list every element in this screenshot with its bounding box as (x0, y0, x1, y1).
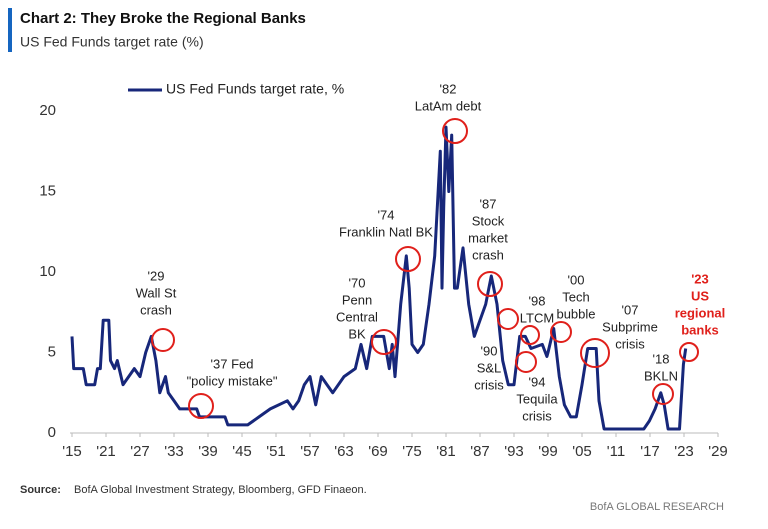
annotation-text: '90 (481, 343, 498, 358)
annotation-circle (652, 383, 674, 405)
annotation-text: crisis (615, 336, 645, 351)
x-tick-label: '17 (640, 443, 660, 460)
x-tick-label: '05 (572, 443, 592, 460)
y-tick-label: 10 (39, 263, 56, 280)
annotation-circle (679, 342, 699, 362)
y-tick-label: 20 (39, 102, 56, 119)
x-tick-label: '57 (300, 443, 320, 460)
annotation-text: '98 (529, 293, 546, 308)
source-text: BofA Global Investment Strategy, Bloombe… (74, 484, 367, 496)
chart-subtitle: US Fed Funds target rate (%) (20, 34, 204, 50)
annotation-text: Central (336, 309, 378, 324)
annotation-text: '87 (480, 196, 497, 211)
annotation-circle (520, 325, 540, 345)
annotation-circle (151, 328, 175, 352)
y-tick-label: 5 (48, 343, 56, 360)
annotation-text: BK (348, 326, 366, 341)
source-label: Source: (20, 484, 61, 496)
annotation-text: crisis (522, 408, 552, 423)
annotation-text: BKLN (644, 368, 678, 383)
annotation-circle (580, 338, 610, 368)
x-tick-label: '63 (334, 443, 354, 460)
brand: BofA GLOBAL RESEARCH (590, 501, 724, 513)
annotation-text: '00 (568, 272, 585, 287)
annotation-circle (550, 321, 572, 343)
annotation-text: "policy mistake" (187, 373, 278, 388)
x-tick-label: '75 (402, 443, 422, 460)
x-tick-label: '81 (436, 443, 456, 460)
annotation-circle (395, 246, 421, 272)
x-tick-label: '45 (232, 443, 252, 460)
annotation-text: crisis (474, 377, 504, 392)
annotation-circle (371, 329, 397, 355)
chart-title: Chart 2: They Broke the Regional Banks (20, 10, 306, 27)
annotation-text: Tech (562, 289, 589, 304)
x-tick-label: '15 (62, 443, 82, 460)
annotation-text: Subprime (602, 319, 658, 334)
annotation-circle (442, 118, 468, 144)
annotation-text: LTCM (520, 310, 554, 325)
x-tick-label: '93 (504, 443, 524, 460)
annotation-text: S&L (477, 360, 502, 375)
x-tick-label: '69 (368, 443, 388, 460)
annotation-text: '18 (653, 351, 670, 366)
annotation-text: market (468, 230, 508, 245)
annotation-text: Wall St (136, 285, 177, 300)
y-tick-label: 0 (48, 424, 56, 441)
annotation-text: '37 Fed (211, 356, 254, 371)
annotation-circle (477, 271, 503, 297)
x-tick-label: '51 (266, 443, 286, 460)
annotation-text: LatAm debt (415, 98, 482, 113)
legend-label: US Fed Funds target rate, % (166, 81, 344, 97)
x-tick-label: '27 (130, 443, 150, 460)
annotation-text: banks (681, 322, 719, 337)
annotation-text: '82 (440, 81, 457, 96)
annotation-text: regional (675, 305, 726, 320)
annotation-text: '70 (349, 275, 366, 290)
annotation-text: crash (140, 302, 172, 317)
annotation-text: '23 (691, 271, 709, 286)
annotation-circle (515, 351, 537, 373)
series-line (70, 125, 688, 431)
x-tick-label: '29 (708, 443, 728, 460)
annotation-text: US (691, 288, 709, 303)
y-tick-label: 15 (39, 182, 56, 199)
annotation-text: Stock (472, 213, 505, 228)
title-accent (8, 8, 12, 52)
annotation-text: '07 (622, 302, 639, 317)
x-tick-label: '87 (470, 443, 490, 460)
annotation-text: Penn (342, 292, 372, 307)
annotation-circle (188, 393, 214, 419)
x-tick-label: '23 (674, 443, 694, 460)
annotation-text: Tequila (516, 391, 558, 406)
x-tick-label: '11 (607, 443, 625, 460)
x-tick-label: '33 (164, 443, 184, 460)
x-tick-label: '21 (96, 443, 116, 460)
annotation-circle (497, 308, 519, 330)
annotation-text: crash (472, 247, 504, 262)
annotation-text: '74 (378, 207, 395, 222)
x-tick-label: '39 (198, 443, 218, 460)
annotation-text: '29 (148, 268, 165, 283)
annotation-text: '94 (529, 374, 546, 389)
annotation-text: Franklin Natl BK (339, 224, 433, 239)
x-tick-label: '99 (538, 443, 558, 460)
annotation-text: bubble (556, 306, 595, 321)
